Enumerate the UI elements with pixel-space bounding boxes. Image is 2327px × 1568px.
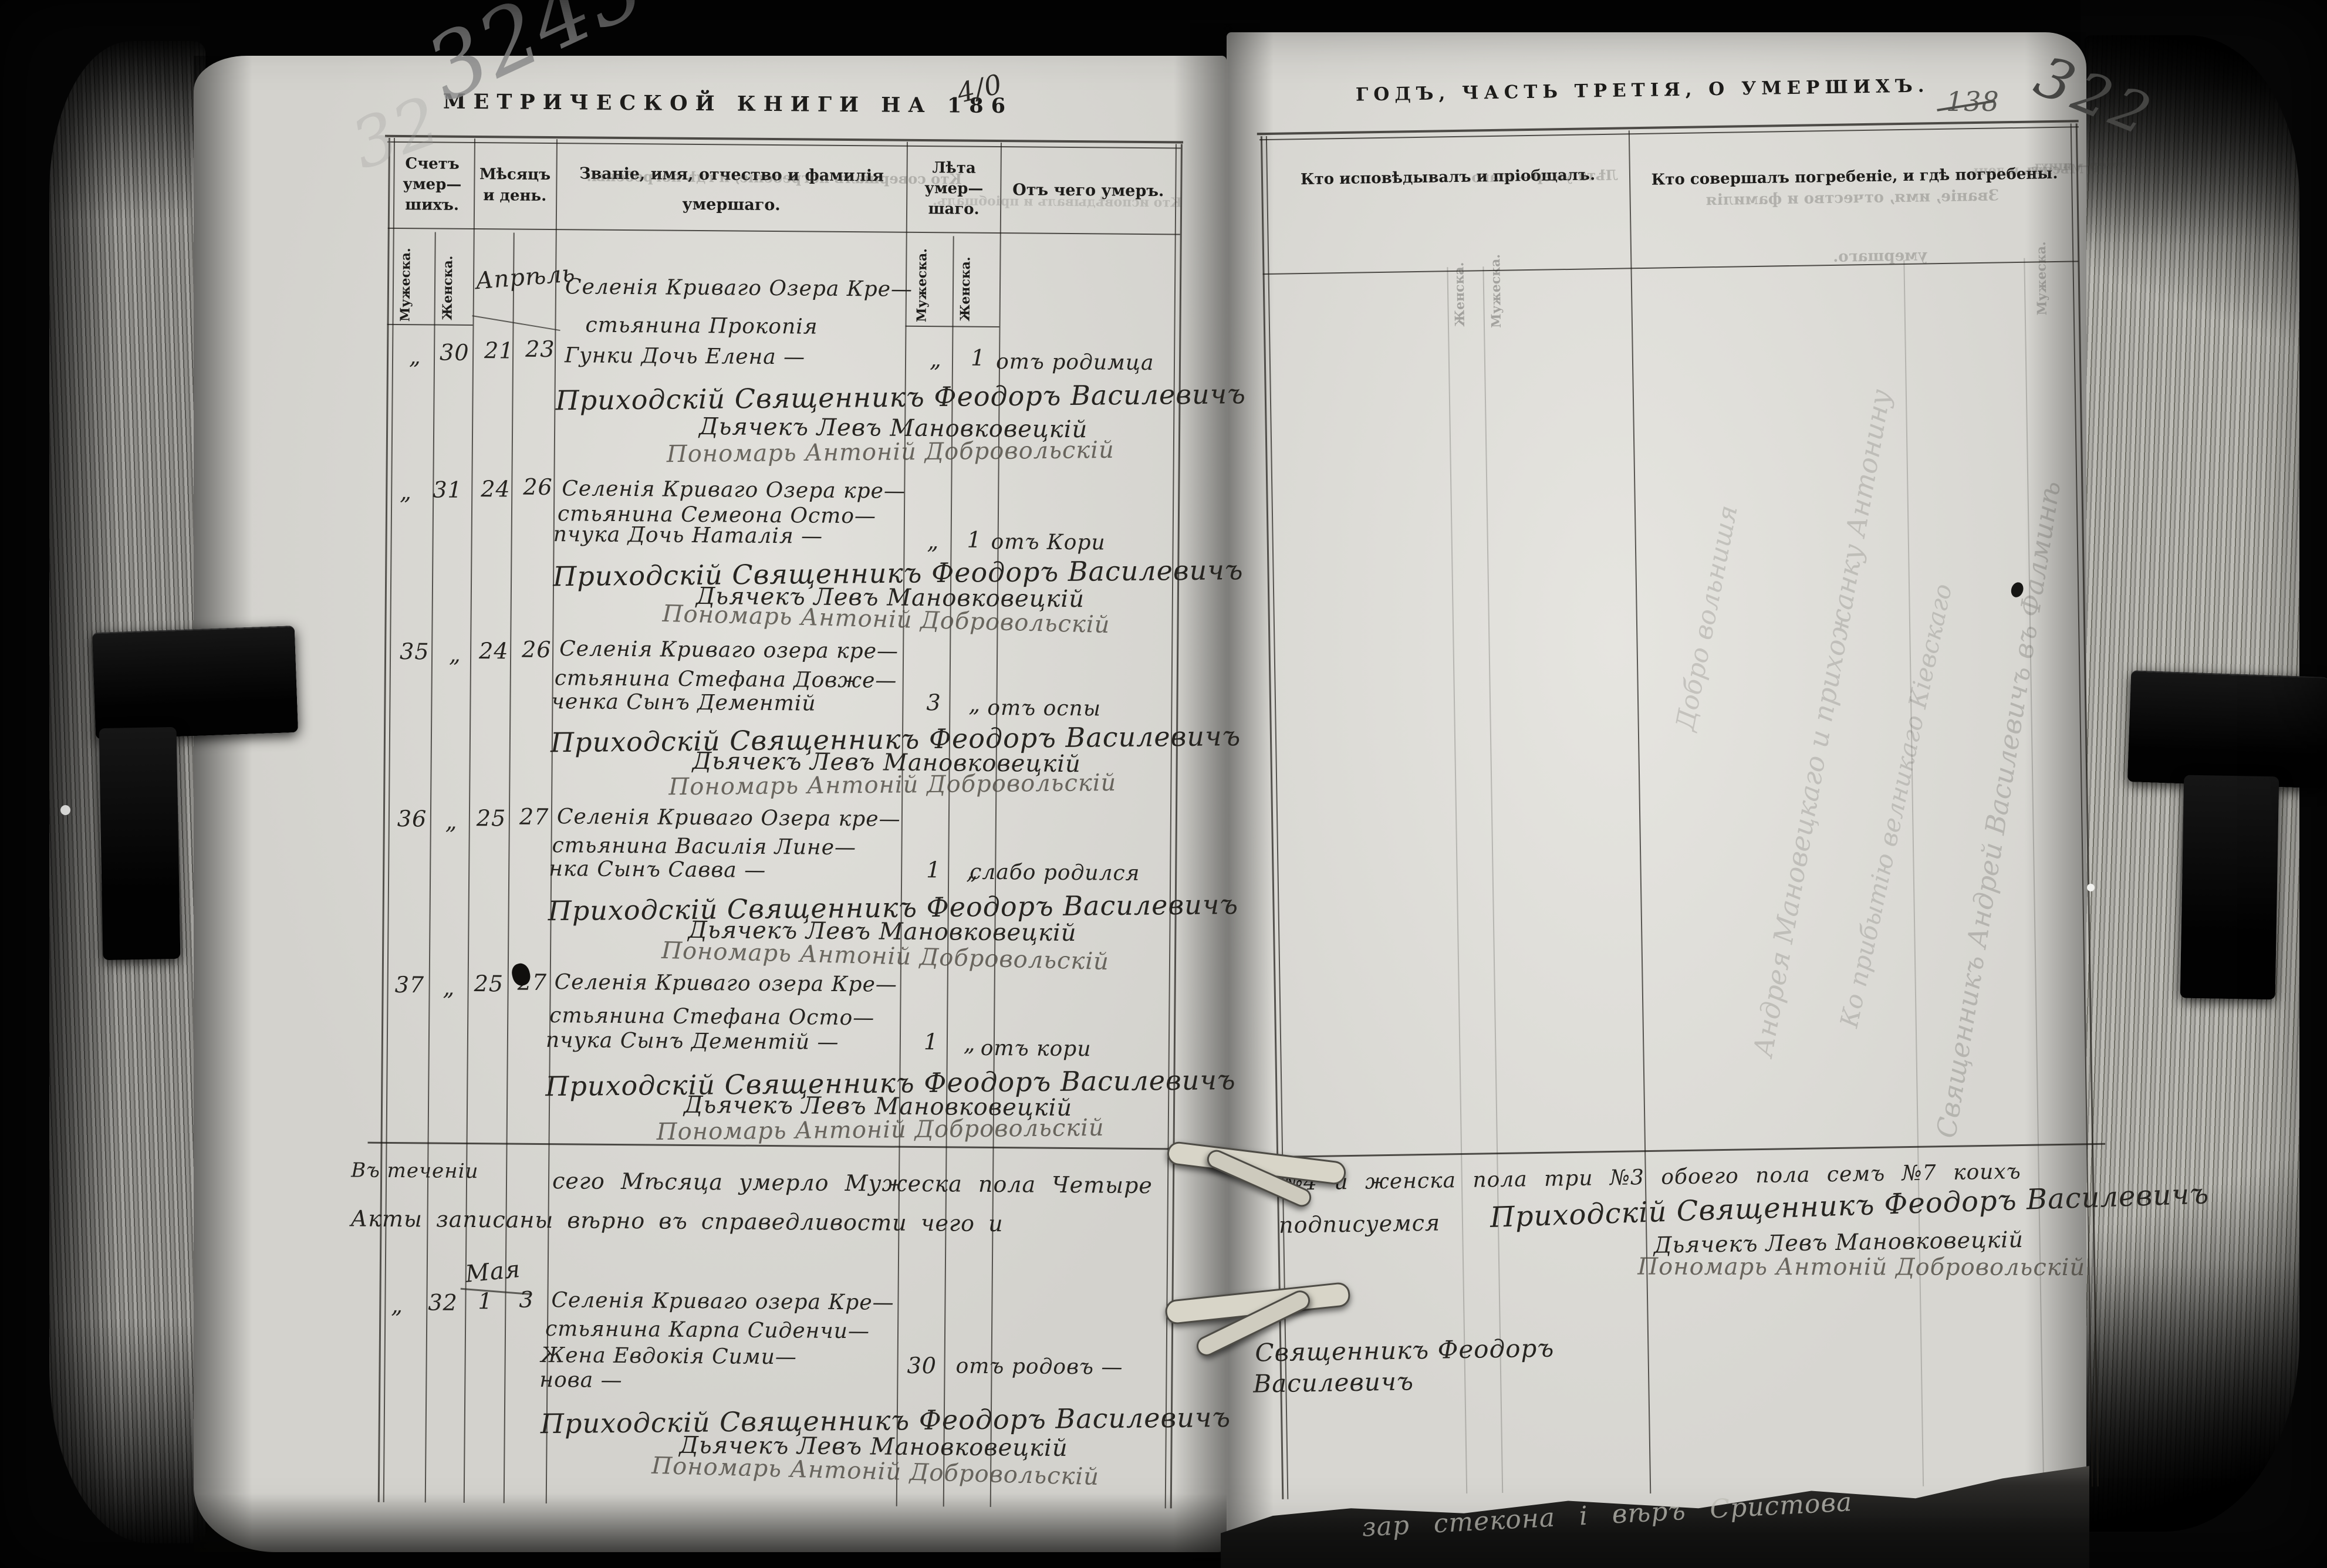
right-clamp-arm (2127, 670, 2327, 789)
right-page-fore-edge-shadow (2025, 32, 2086, 1549)
col-line (1628, 130, 1651, 1494)
right-page (1227, 32, 2086, 1549)
col-line (2070, 123, 2093, 1487)
bleed-subcol-male: Мужеска. (1488, 254, 1505, 329)
left-clamp-screw (60, 805, 70, 815)
header-separator (1262, 261, 2079, 275)
summary-text: подписуемся (1278, 1209, 1441, 1238)
bleed-col-line (1447, 267, 1468, 1493)
clergy-sexton-signature: Пономарь Антоній Добровольскій (1637, 1253, 2086, 1282)
left-page-inner-shadow (194, 56, 252, 1552)
bleed-mirrored-name-header: Званіе, имя, отчество и фамилія (1705, 187, 2000, 209)
bleed-mirrored-deceased: умершаго. (1832, 246, 1928, 266)
bleed-script: Ко прибытію велникаго Кіевскаго (1834, 581, 1958, 1030)
col-line (2075, 123, 2099, 1487)
priest-signature-line1: Священникъ Феодоръ (1255, 1333, 1555, 1367)
bleed-script: Добро вольнишя (1670, 502, 1744, 734)
left-clamp-stem (99, 726, 181, 961)
left-page-bottom-shadow (194, 1493, 1227, 1552)
bleed-script: Священникъ Андрей Василевичъ въ Фалминѣ (1930, 478, 2067, 1141)
bleed-col-line (2024, 258, 2045, 1485)
month-divider-line (1240, 1143, 2106, 1158)
left-clamp-arm (92, 626, 299, 739)
bleed-col-line (1482, 266, 1504, 1493)
bleed-mirrored-age-header: Лѣта умер— шаго. (1466, 166, 1619, 186)
right-clamp-stem (2180, 775, 2279, 1000)
left-page (194, 56, 1227, 1552)
bleed-col-line (1903, 259, 1924, 1486)
priest-signature-line2: Василевичъ (1252, 1367, 1414, 1398)
bleed-mirrored-count-header: Счетъ умер— шихъ. (2026, 156, 2177, 174)
bleed-subcol-female: Женска. (1451, 262, 1468, 327)
bleed-subcol-male: Мужеска. (2033, 241, 2050, 316)
right-page-title: ГОДЪ, ЧАСТЬ ТРЕТІЯ, О УМЕРШИХЪ. (1355, 75, 1930, 106)
right-page-bright-dot (2087, 884, 2095, 891)
